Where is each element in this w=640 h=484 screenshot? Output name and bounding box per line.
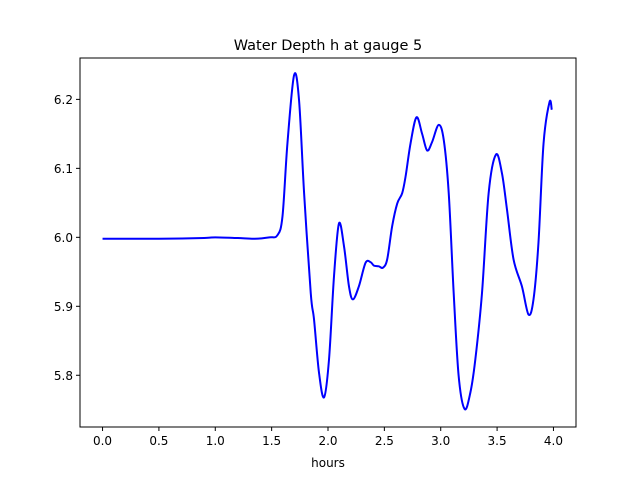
x-tick-label: 1.5 — [262, 434, 281, 448]
y-tick-label: 6.1 — [54, 162, 73, 176]
x-tick-label: 0.0 — [93, 434, 112, 448]
y-tick-label: 5.9 — [54, 300, 73, 314]
x-axis-label: hours — [311, 456, 345, 470]
x-tick-label: 4.0 — [544, 434, 563, 448]
y-axis: 5.8 5.9 6.0 6.1 6.2 — [54, 93, 80, 383]
chart-title: Water Depth h at gauge 5 — [234, 38, 422, 54]
x-tick-label: 2.5 — [375, 434, 394, 448]
plot-area — [102, 72, 553, 411]
y-tick-label: 6.0 — [54, 231, 73, 245]
y-tick-label: 6.2 — [54, 93, 73, 107]
x-tick-label: 3.5 — [488, 434, 507, 448]
y-tick-label: 5.8 — [54, 369, 73, 383]
x-tick-label: 3.0 — [431, 434, 450, 448]
series-line-h — [102, 72, 553, 411]
x-tick-label: 2.0 — [318, 434, 337, 448]
x-tick-label: 0.5 — [149, 434, 168, 448]
x-axis: 0.0 0.5 1.0 1.5 2.0 2.5 3.0 3.5 4.0 — [93, 427, 563, 448]
x-tick-label: 1.0 — [206, 434, 225, 448]
